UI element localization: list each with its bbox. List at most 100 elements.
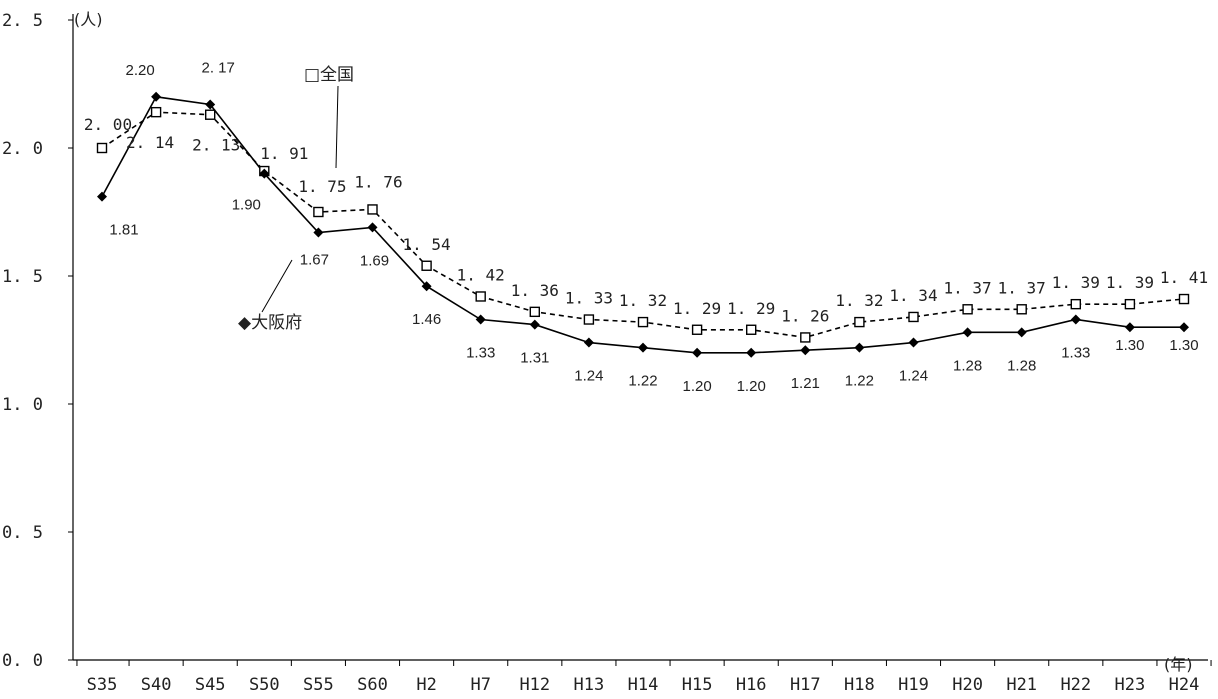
legend-leader-national xyxy=(335,85,339,169)
x-tick-label: H16 xyxy=(736,675,767,695)
data-label-national: 2. 00 xyxy=(84,115,132,134)
marker-osaka xyxy=(908,337,919,348)
marker-osaka xyxy=(313,227,324,238)
data-label-national: 1. 42 xyxy=(457,265,505,284)
data-label-national: 2. 13 xyxy=(192,136,240,155)
marker-national xyxy=(1178,293,1190,305)
x-axis-ticks: S35 S40 S45 S50 S55 S60 H2 H7 H12 H13 H14 H15 H16 H17… xyxy=(76,660,1212,695)
data-label-national: 1. 36 xyxy=(511,281,559,300)
legend-national: □全国 xyxy=(304,65,354,85)
marker-national xyxy=(150,106,162,118)
x-tick-label: H15 xyxy=(682,675,713,695)
legend-leader-osaka xyxy=(261,259,293,313)
data-label-osaka: 1.28 xyxy=(1007,357,1036,374)
data-label-osaka: 1.67 xyxy=(300,251,329,268)
data-label-osaka: 1.28 xyxy=(953,357,982,374)
data-label-national: 1. 37 xyxy=(998,278,1046,297)
x-tick-label: H2 xyxy=(416,675,436,695)
data-label-osaka: 1.21 xyxy=(791,375,820,392)
marker-osaka xyxy=(1179,322,1189,333)
data-label-national: 1. 29 xyxy=(673,299,721,318)
marker-osaka xyxy=(962,327,973,338)
marker-national xyxy=(691,324,703,335)
x-axis-unit: (年) xyxy=(1164,655,1193,674)
data-label-osaka: 1.30 xyxy=(1169,337,1198,354)
data-label-national: 1. 75 xyxy=(298,177,346,196)
data-label-osaka: 1.81 xyxy=(109,222,138,239)
marker-national xyxy=(367,204,378,215)
marker-national xyxy=(529,306,540,318)
data-label-national: 1. 91 xyxy=(260,144,308,163)
data-label-national: 1. 33 xyxy=(565,289,613,308)
marker-national xyxy=(800,332,811,343)
data-label-national: 1. 41 xyxy=(1160,268,1208,287)
marker-osaka xyxy=(421,281,432,292)
marker-osaka xyxy=(205,99,216,110)
x-tick-label: H13 xyxy=(574,675,605,695)
marker-osaka xyxy=(259,168,270,179)
marker-national xyxy=(637,316,649,328)
data-label-osaka: 1.22 xyxy=(628,373,657,390)
marker-osaka xyxy=(692,347,703,358)
data-label-osaka: 1.20 xyxy=(682,378,711,395)
y-tick-label: 0. 5 xyxy=(2,523,43,543)
marker-national xyxy=(908,311,919,323)
series-markers xyxy=(96,91,1190,358)
x-tick-label: S50 xyxy=(249,675,280,695)
data-labels: 2. 002. 14 2. 13 1. 91 1. 75 1. 76 1. 54 1. 42… xyxy=(84,59,1208,394)
data-label-national: 1. 39 xyxy=(1052,273,1100,292)
data-label-osaka: 1.20 xyxy=(737,378,766,395)
y-axis-unit: (人) xyxy=(74,10,103,29)
x-tick-label: S45 xyxy=(195,675,226,695)
x-tick-label: H20 xyxy=(952,675,983,695)
data-label-osaka: 1.30 xyxy=(1115,337,1144,354)
marker-osaka xyxy=(1124,322,1135,333)
data-label-osaka: 1.46 xyxy=(412,311,441,328)
marker-national xyxy=(962,304,973,315)
marker-osaka xyxy=(367,222,378,233)
data-label-osaka: 1.69 xyxy=(360,252,389,269)
marker-osaka xyxy=(854,342,865,353)
y-axis-ticks: 0. 0 0. 5 1. 0 1. 5 2. 0 2. 5 xyxy=(2,11,73,671)
x-tick-label: H24 xyxy=(1169,675,1200,695)
x-tick-label: H21 xyxy=(1006,675,1037,695)
marker-national xyxy=(746,324,757,335)
marker-osaka xyxy=(475,314,486,325)
marker-national xyxy=(1124,298,1136,310)
data-label-national: 1. 29 xyxy=(727,299,775,318)
marker-osaka xyxy=(97,191,107,202)
data-label-national: 1. 39 xyxy=(1106,273,1154,292)
marker-national xyxy=(854,316,865,328)
data-label-osaka: 1.24 xyxy=(574,368,603,385)
data-label-national: 1. 37 xyxy=(944,278,992,297)
x-tick-label: H12 xyxy=(519,675,550,695)
data-label-osaka: 1.31 xyxy=(520,350,549,367)
marker-national xyxy=(583,314,595,325)
data-label-national: 1. 34 xyxy=(889,286,937,305)
x-tick-label: H14 xyxy=(628,675,659,695)
marker-osaka xyxy=(638,342,648,353)
y-tick-label: 1. 5 xyxy=(2,267,43,287)
x-tick-label: H19 xyxy=(898,675,929,695)
marker-osaka xyxy=(529,319,540,330)
axes xyxy=(72,14,1208,661)
data-label-national: 1. 54 xyxy=(403,235,451,254)
y-tick-label: 0. 0 xyxy=(2,651,43,671)
data-label-osaka: 1.33 xyxy=(466,345,495,362)
marker-national xyxy=(1016,304,1027,315)
x-tick-label: S60 xyxy=(357,675,388,695)
marker-osaka xyxy=(151,91,162,102)
data-label-national: 1. 26 xyxy=(781,306,829,325)
marker-osaka xyxy=(1070,314,1081,325)
x-tick-label: H23 xyxy=(1115,675,1146,695)
data-label-osaka: 1.90 xyxy=(232,197,261,214)
data-label-national: 2. 14 xyxy=(126,133,174,152)
marker-osaka xyxy=(583,337,594,348)
marker-national xyxy=(421,260,432,271)
data-label-osaka: 1.33 xyxy=(1061,345,1090,362)
legend: □全国 ◆大阪府 xyxy=(238,65,354,333)
data-label-national: 1. 32 xyxy=(619,291,667,310)
x-tick-label: H7 xyxy=(470,675,490,695)
data-label-national: 1. 76 xyxy=(354,172,402,191)
